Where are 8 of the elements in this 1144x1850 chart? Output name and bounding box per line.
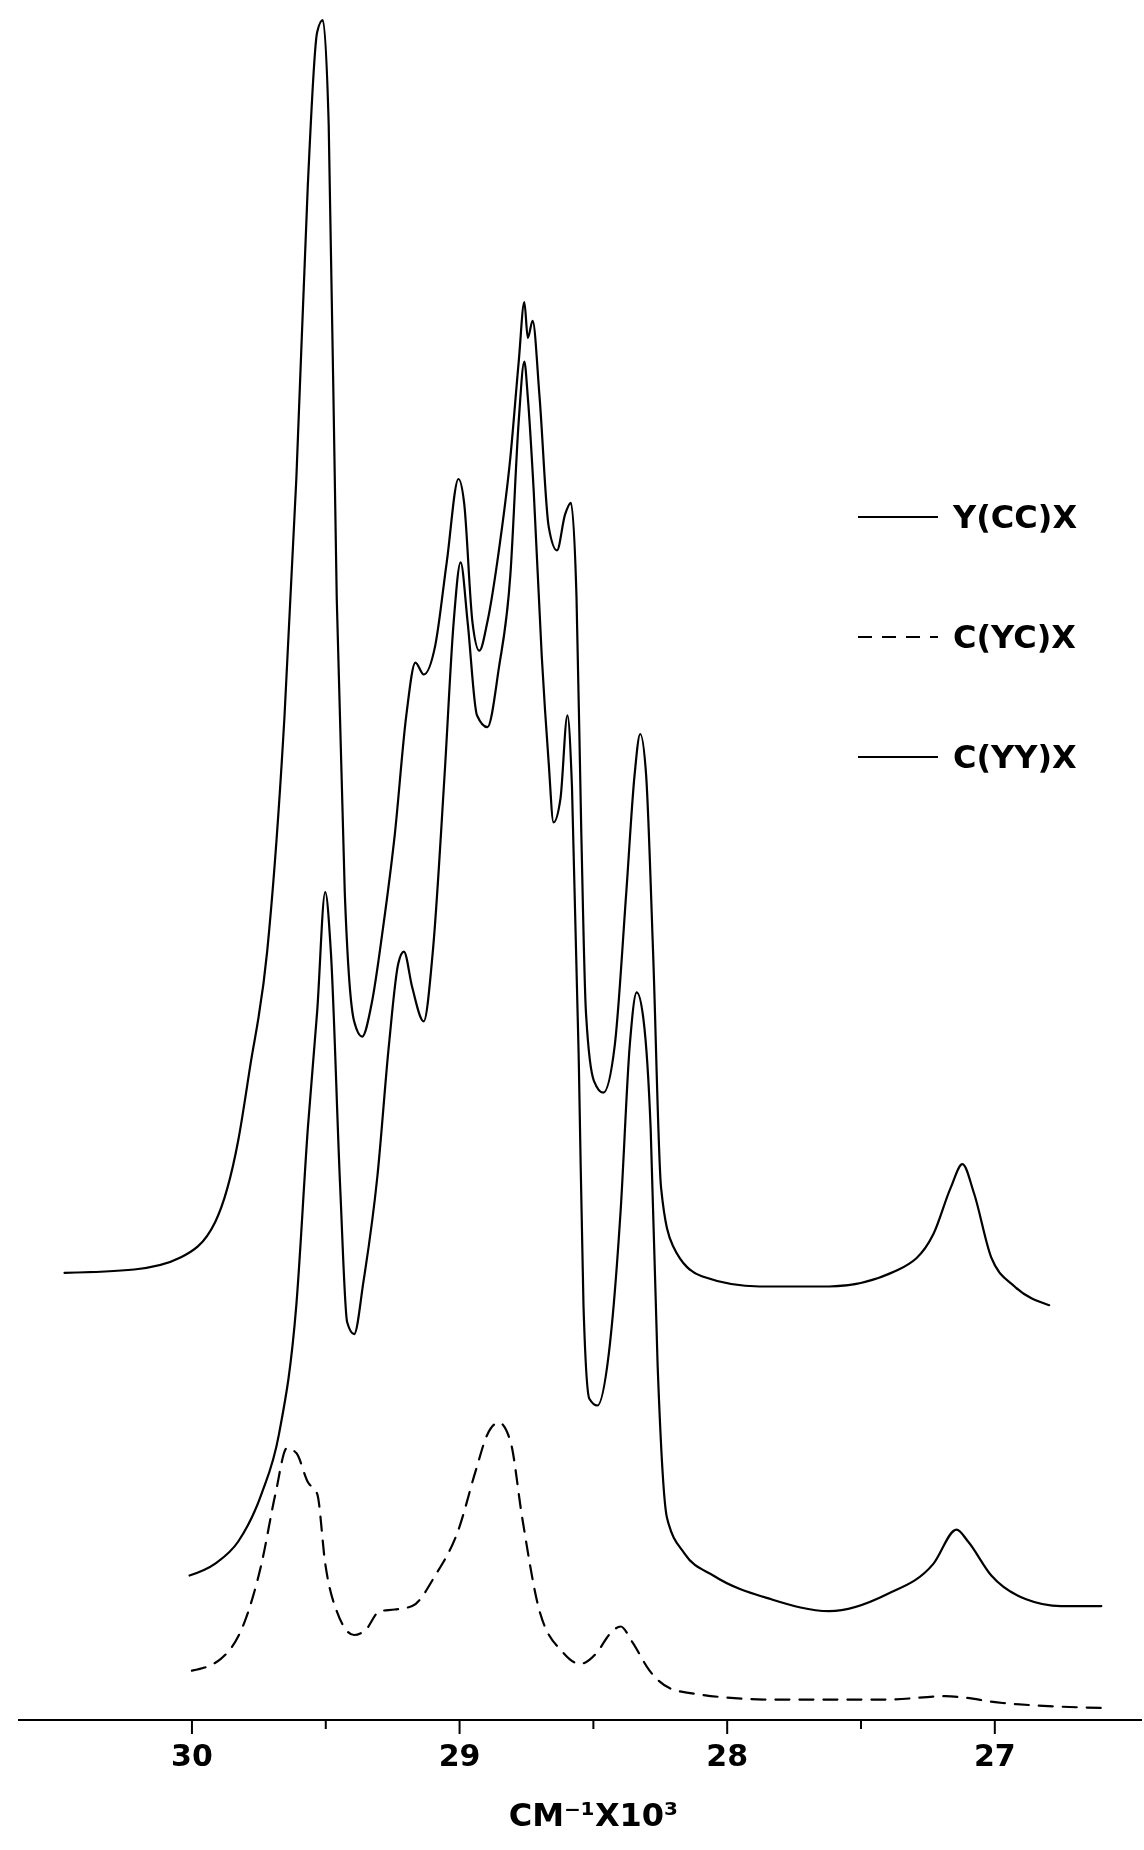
- legend-label: Y(CC)X: [952, 498, 1078, 536]
- legend-label: C(YY)X: [953, 738, 1078, 776]
- x-tick-label: 30: [171, 1738, 213, 1773]
- legend-label: C(YC)X: [953, 618, 1077, 656]
- x-axis-title: CM⁻¹X10³: [508, 1796, 679, 1834]
- x-tick-label: 27: [973, 1738, 1016, 1773]
- x-tick-label: 29: [438, 1738, 481, 1773]
- x-tick-label: 28: [706, 1738, 749, 1773]
